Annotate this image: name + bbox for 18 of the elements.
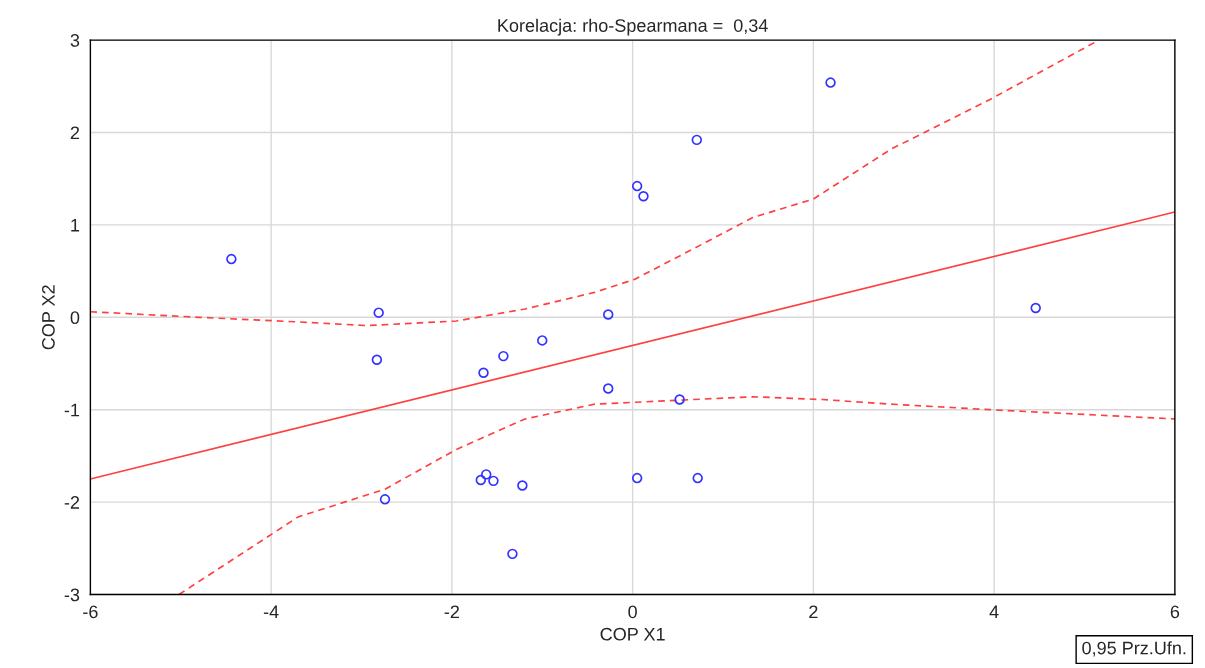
y-tick-label: -3 [64,588,80,602]
x-tick-label: 0 [628,605,637,619]
y-tick-label: 0 [70,311,80,325]
y-tick-label: -1 [64,403,80,417]
y-tick-label: -2 [64,496,80,509]
x-tick-label: -6 [83,605,98,619]
x-tick-label: -2 [444,605,459,619]
x-tick-label: 4 [989,605,999,619]
y-tick-label: 2 [70,126,80,140]
y-axis-title: COP X2 [42,285,55,350]
y-tick-label: 1 [71,219,80,232]
x-axis-title: COP X1 [600,627,665,641]
x-tick-label: -4 [263,605,279,619]
y-tick-label: 3 [70,34,80,47]
text: 0,95 Prz.Ufn. [1082,641,1186,657]
x-tick-label: 2 [809,605,818,619]
x-tick-label: 6 [1170,605,1180,619]
chart-title: Korelacja: rho-Spearmana = 0,34 [498,18,768,36]
